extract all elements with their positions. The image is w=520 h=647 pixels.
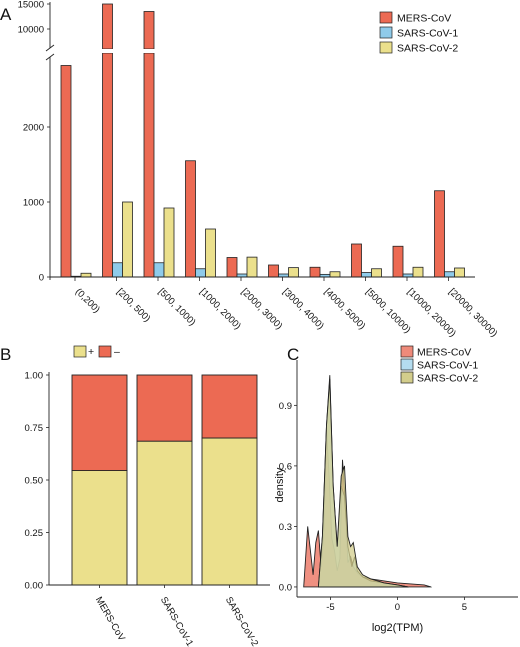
bar-sars-cov-2-7 xyxy=(371,268,382,278)
x-tick-label-sars-cov-2: SARS-CoV-2 xyxy=(223,595,260,647)
y-tick-label-10000: 10000 xyxy=(18,25,44,36)
bar-sars-cov-2-8 xyxy=(412,266,424,278)
legend-label-sars-cov-2: SARS-CoV-2 xyxy=(397,43,458,55)
legend-label-mers-cov: MERS-CoV xyxy=(397,13,451,25)
bar-sars-cov-2-9 xyxy=(454,267,465,278)
bar-sars-cov-2-5 xyxy=(288,267,299,278)
bar-mers-cov-7 xyxy=(351,243,362,278)
x-tick-label-5: [3000, 4000) xyxy=(280,286,326,332)
legend-swatch-sars-cov-2 xyxy=(400,371,414,384)
y-axis-break-mark-1 xyxy=(45,44,55,52)
stack-plus-sars-cov-1 xyxy=(136,440,193,586)
y-tick-label-0: 0.00 xyxy=(25,581,44,592)
legend-label-plus: + xyxy=(88,346,94,358)
bar-mers-cov-4 xyxy=(226,257,238,278)
panel-label-b: B xyxy=(0,345,11,364)
bar-mers-cov-2-lower xyxy=(143,52,155,278)
bar-mers-cov-3 xyxy=(185,160,196,278)
bar-sars-cov-2-1 xyxy=(122,201,133,278)
stack-minus-mers-cov xyxy=(71,374,128,472)
bar-sars-cov-2-2 xyxy=(163,207,175,278)
y-tick-label-4: 1.00 xyxy=(25,371,44,382)
y-tick-label-3: 0.75 xyxy=(25,423,44,434)
x-tick-label-sars-cov-1: SARS-CoV-1 xyxy=(158,595,195,647)
bar-mers-cov-1-lower xyxy=(102,52,113,278)
x-tick-label-0: (0,200) xyxy=(73,286,102,315)
panel-b-stacked-bar-chart: + –MERS-CoV SARS-CoV-1 SARS-CoV-20.000.250.… xyxy=(25,345,270,647)
stack-minus-sars-cov-1 xyxy=(136,374,193,442)
legend-label-sars-cov-1: SARS-CoV-1 xyxy=(397,28,458,40)
legend-swatch-sars-cov-1 xyxy=(400,358,414,371)
legend-swatch-plus xyxy=(73,345,87,358)
stack-plus-mers-cov xyxy=(71,470,128,586)
legend-label-minus: – xyxy=(114,346,120,358)
legend-panel-a: MERS-CoV SARS-CoV-1 SARS-CoV-2 xyxy=(379,11,458,55)
bar-break-gap-2 xyxy=(143,49,155,53)
bar-mers-cov-6 xyxy=(309,266,321,278)
x-tick-label-6: [4000, 5000) xyxy=(322,286,368,332)
legend-swatch-sars-cov-1 xyxy=(379,26,393,39)
y-axis-title: density xyxy=(274,467,286,502)
legend-swatch-mers-cov xyxy=(379,11,393,24)
x-tick-label-2: [500, 1000) xyxy=(156,286,198,328)
bar-sars-cov-1-1 xyxy=(112,262,123,278)
legend-swatch-minus xyxy=(98,345,112,358)
stack-minus-sars-cov-2 xyxy=(201,374,258,439)
legend-swatch-sars-cov-2 xyxy=(379,41,393,54)
y-tick-label-1: 0.25 xyxy=(25,528,44,539)
bar-mers-cov-1-upper xyxy=(102,3,113,50)
y-tick-label-3: 0.9 xyxy=(279,401,292,412)
bar-break-gap-1 xyxy=(101,49,114,53)
y-tick-label-2000: 2000 xyxy=(23,123,44,134)
x-tick-label-4: [2000, 3000) xyxy=(239,286,285,332)
legend-panel-b: + – xyxy=(73,345,120,358)
x-tick-label-2: 5 xyxy=(462,602,467,613)
bar-sars-cov-1-3 xyxy=(195,268,206,278)
density-sars-cov-2 xyxy=(317,379,409,588)
panel-a-bar-chart: (0,200) [200, 500) [500, 1000) [1000, 2000)… xyxy=(18,0,500,339)
y-tick-label-1: 0.3 xyxy=(279,522,292,533)
bar-mers-cov-5 xyxy=(268,264,279,278)
bar-sars-cov-1-2 xyxy=(153,262,165,278)
bar-sars-cov-2-4 xyxy=(246,256,258,278)
legend-label-sars-cov-2: SARS-CoV-2 xyxy=(417,373,478,385)
bar-sars-cov-2-0 xyxy=(80,272,92,278)
y-tick-label-2: 0.50 xyxy=(25,476,44,487)
panel-c-density-chart: 0.0 0.3 0.6 0.9 -5 0 5 log2(TPM) density MERS-CoV… xyxy=(274,345,518,634)
bar-sars-cov-1-9 xyxy=(444,271,455,278)
x-tick-label-0: -5 xyxy=(326,602,334,613)
y-tick-label-0: 0.0 xyxy=(279,582,292,593)
panel-label-c: C xyxy=(287,345,299,364)
x-tick-label-1: 0 xyxy=(395,602,400,613)
x-tick-label-mers-cov: MERS-CoV xyxy=(93,595,127,644)
legend-label-sars-cov-1: SARS-CoV-1 xyxy=(417,360,478,372)
bar-mers-cov-0 xyxy=(60,65,72,278)
y-tick-label-0: 0 xyxy=(39,273,44,284)
y-axis-break-mark-2 xyxy=(45,53,55,61)
bar-mers-cov-2-upper xyxy=(143,11,155,50)
bar-sars-cov-1-7 xyxy=(361,272,372,278)
bar-sars-cov-2-6 xyxy=(329,271,341,278)
bar-sars-cov-2-3 xyxy=(205,228,216,278)
y-tick-label-15000: 15000 xyxy=(18,0,44,11)
panel-label-a: A xyxy=(0,5,12,24)
bar-mers-cov-8 xyxy=(392,245,404,278)
stack-plus-sars-cov-2 xyxy=(201,437,258,586)
y-tick-label-1000: 1000 xyxy=(23,198,44,209)
y-tick-label-2: 0.6 xyxy=(279,461,292,472)
x-axis-title: log2(TPM) xyxy=(372,622,423,634)
x-tick-label-3: [1000, 2000) xyxy=(197,286,243,332)
legend-swatch-mers-cov xyxy=(400,345,414,358)
x-tick-label-1: [200, 500) xyxy=(114,286,152,324)
bar-mers-cov-9 xyxy=(434,190,445,278)
legend-label-mers-cov: MERS-CoV xyxy=(417,347,471,359)
